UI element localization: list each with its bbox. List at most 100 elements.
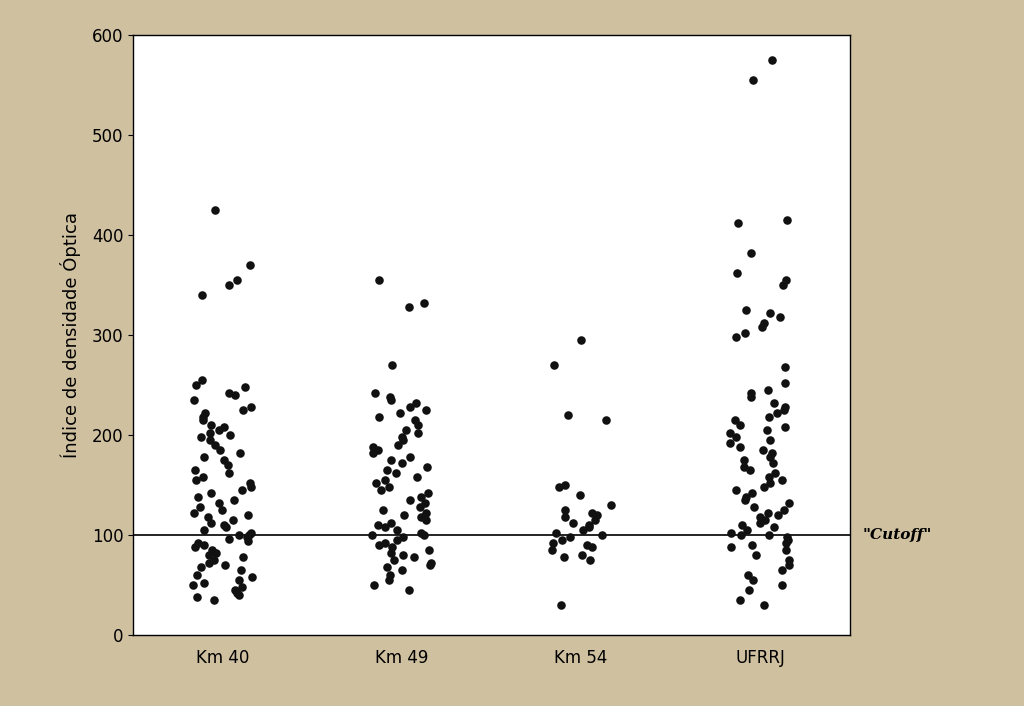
Point bbox=[727, 485, 743, 496]
Point bbox=[413, 491, 429, 503]
Point bbox=[565, 517, 582, 529]
Point bbox=[544, 545, 560, 556]
Point bbox=[723, 542, 739, 553]
Point bbox=[370, 520, 386, 531]
Point bbox=[202, 435, 218, 446]
Point bbox=[729, 268, 745, 279]
Point bbox=[195, 472, 211, 483]
Point bbox=[728, 431, 744, 443]
Point bbox=[233, 582, 250, 593]
Point bbox=[186, 508, 203, 519]
Point bbox=[413, 512, 429, 523]
Point bbox=[392, 407, 409, 419]
Point bbox=[211, 498, 227, 509]
Point bbox=[776, 402, 793, 413]
Point bbox=[239, 532, 255, 543]
Point bbox=[776, 405, 793, 416]
Point bbox=[217, 560, 233, 571]
Point bbox=[383, 548, 399, 559]
Point bbox=[727, 332, 743, 343]
Point bbox=[401, 301, 418, 313]
Point bbox=[240, 510, 256, 521]
Point bbox=[581, 522, 597, 533]
Point bbox=[221, 468, 238, 479]
Point bbox=[212, 445, 228, 456]
Point bbox=[742, 388, 759, 399]
Point bbox=[723, 528, 739, 539]
Point bbox=[732, 594, 749, 606]
Point bbox=[777, 538, 794, 549]
Point bbox=[757, 515, 773, 526]
Point bbox=[208, 548, 224, 559]
Point bbox=[731, 419, 748, 431]
Point bbox=[753, 512, 769, 523]
Point bbox=[203, 419, 219, 431]
Point bbox=[227, 585, 244, 596]
Point bbox=[411, 428, 427, 439]
Point bbox=[410, 419, 426, 431]
Point bbox=[382, 392, 398, 403]
Point bbox=[371, 412, 387, 423]
Point bbox=[733, 520, 750, 531]
Point bbox=[241, 536, 257, 547]
Point bbox=[573, 550, 590, 561]
Point bbox=[745, 75, 762, 86]
Point bbox=[737, 305, 754, 316]
Point bbox=[187, 380, 204, 391]
Point bbox=[216, 421, 232, 433]
Point bbox=[232, 565, 249, 576]
Point bbox=[206, 555, 222, 566]
Point bbox=[762, 435, 778, 446]
Point bbox=[382, 570, 398, 581]
Point bbox=[395, 435, 412, 446]
Point bbox=[396, 510, 413, 521]
Point bbox=[775, 280, 792, 291]
Point bbox=[556, 552, 572, 563]
Point bbox=[194, 289, 210, 301]
Point bbox=[779, 532, 796, 543]
Point bbox=[762, 478, 778, 489]
Point bbox=[780, 534, 797, 546]
Point bbox=[774, 565, 791, 576]
Point bbox=[766, 522, 782, 533]
Point bbox=[421, 545, 437, 556]
Point bbox=[216, 520, 232, 531]
Point bbox=[573, 335, 590, 346]
Point bbox=[761, 412, 777, 423]
Point bbox=[413, 528, 429, 539]
Point bbox=[231, 448, 248, 459]
Point bbox=[413, 502, 429, 513]
Point bbox=[201, 550, 217, 561]
Point bbox=[368, 478, 384, 489]
Point bbox=[220, 534, 237, 545]
Point bbox=[191, 502, 208, 513]
Point bbox=[242, 260, 258, 271]
Point bbox=[185, 395, 202, 406]
Point bbox=[778, 545, 795, 556]
Point bbox=[557, 480, 573, 491]
Point bbox=[217, 522, 233, 533]
Y-axis label: Índice de densidade Óptica: Índice de densidade Óptica bbox=[59, 213, 81, 458]
Point bbox=[370, 445, 386, 456]
Point bbox=[381, 575, 397, 586]
Point bbox=[770, 510, 786, 521]
Point bbox=[228, 587, 245, 599]
Point bbox=[389, 534, 406, 546]
Point bbox=[736, 495, 753, 506]
Point bbox=[384, 542, 400, 553]
Point bbox=[196, 412, 212, 423]
Point bbox=[557, 505, 573, 516]
Point bbox=[244, 572, 260, 583]
Point bbox=[418, 508, 434, 519]
Point bbox=[731, 442, 748, 453]
Point bbox=[381, 481, 397, 493]
Point bbox=[190, 491, 207, 503]
Point bbox=[377, 474, 393, 486]
Point bbox=[776, 505, 793, 516]
Point bbox=[206, 594, 222, 606]
Point bbox=[207, 440, 223, 451]
Point bbox=[745, 502, 762, 513]
Point bbox=[382, 455, 398, 466]
Point bbox=[738, 491, 755, 503]
Point bbox=[761, 530, 777, 541]
